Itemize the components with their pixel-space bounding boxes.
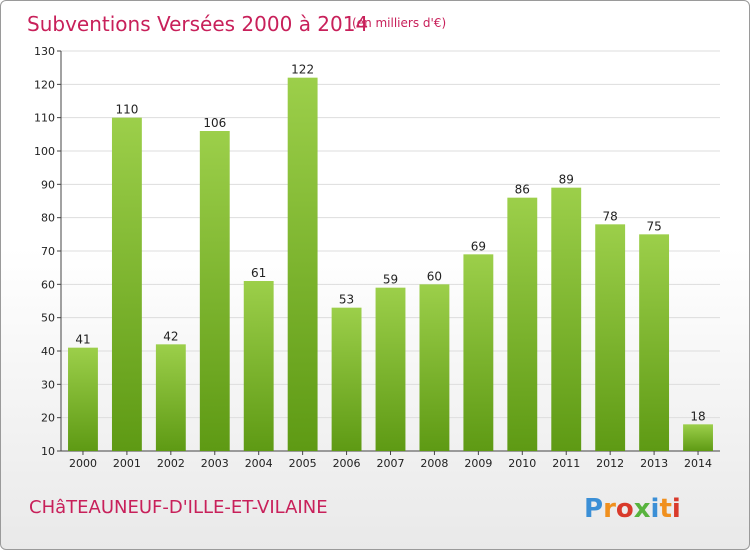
bar	[243, 281, 274, 451]
bar	[595, 224, 626, 451]
logo-letter: i	[651, 494, 660, 524]
x-tick-label: 2007	[377, 457, 405, 470]
y-tick-label: 110	[34, 112, 55, 125]
x-tick-label: 2013	[640, 457, 668, 470]
data-label: 122	[291, 63, 314, 77]
data-label: 60	[427, 269, 442, 283]
data-label: 42	[163, 329, 178, 343]
logo-letter: r	[603, 494, 616, 524]
x-tick-label: 2000	[69, 457, 97, 470]
logo-letter: P	[584, 494, 603, 524]
logo-letter: x	[634, 494, 651, 524]
label-layer: 41 110 42 106 61 122 53 59 60 69 86 89 78 75 18	[75, 63, 705, 424]
data-label: 41	[75, 333, 90, 347]
proxiti-logo: Proxiti	[584, 494, 681, 524]
logo-letter: o	[616, 494, 634, 524]
bar	[287, 77, 318, 452]
x-tick-label: 2009	[464, 457, 492, 470]
town-name: CHâTEAUNEUF-D'ILLE-ET-VILAINE	[29, 497, 328, 518]
x-tick-label: 2010	[508, 457, 536, 470]
bar	[639, 234, 670, 451]
bar	[463, 254, 494, 451]
y-tick-label: 50	[41, 312, 55, 325]
y-tick-label: 40	[41, 345, 55, 358]
x-tick-label: 2008	[420, 457, 448, 470]
data-label: 75	[646, 219, 661, 233]
y-tick-label: 20	[41, 412, 55, 425]
x-tick-label: 2003	[201, 457, 229, 470]
x-tick-label: 2005	[289, 457, 317, 470]
y-tick-label: 60	[41, 278, 55, 291]
data-label: 110	[115, 103, 138, 117]
bar	[375, 287, 406, 451]
y-tick-label: 120	[34, 78, 55, 91]
data-label: 18	[690, 409, 705, 423]
y-tick-label: 30	[41, 378, 55, 391]
data-label: 53	[339, 293, 354, 307]
bar	[331, 307, 362, 451]
data-label: 78	[603, 209, 618, 223]
data-label: 89	[559, 173, 574, 187]
bar	[507, 197, 538, 451]
bar	[419, 284, 450, 451]
x-tick-label: 2012	[596, 457, 624, 470]
x-tick-label: 2014	[684, 457, 712, 470]
data-label: 106	[203, 116, 226, 130]
x-tick-label: 2002	[157, 457, 185, 470]
bar	[551, 187, 582, 451]
logo-letter: t	[659, 494, 671, 524]
bar	[68, 347, 98, 451]
chart-unit: (en milliers d'€)	[352, 16, 446, 30]
bar	[199, 131, 230, 451]
y-tick-label: 70	[41, 245, 55, 258]
chart-title: Subventions Versées 2000 à 2014	[27, 12, 368, 36]
data-label: 69	[471, 239, 486, 253]
data-label: 59	[383, 273, 398, 287]
x-tick-label: 2004	[245, 457, 273, 470]
y-tick-label: 100	[34, 145, 55, 158]
y-tick-label: 10	[41, 445, 55, 458]
y-tick-label: 90	[41, 178, 55, 191]
y-tick-label: 130	[34, 45, 55, 58]
bar	[683, 424, 713, 451]
x-tick-label: 2006	[333, 457, 361, 470]
bar	[111, 117, 142, 452]
x-tick-label: 2011	[552, 457, 580, 470]
logo-letter: i	[672, 494, 681, 524]
x-tick-label: 2001	[113, 457, 141, 470]
data-label: 61	[251, 266, 266, 280]
y-tick-label: 80	[41, 212, 55, 225]
bar-layer	[68, 77, 713, 452]
bar	[155, 344, 186, 451]
data-label: 86	[515, 183, 530, 197]
